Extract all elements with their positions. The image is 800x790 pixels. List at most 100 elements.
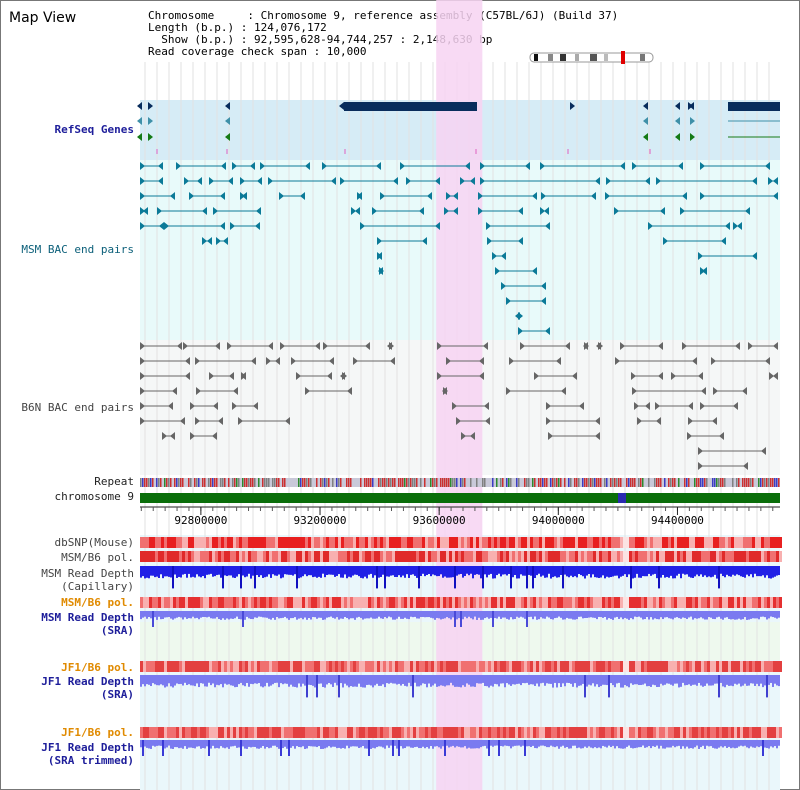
- jf1-sra-depth-bar: [692, 675, 694, 685]
- msm-b6-heat-cell: [650, 551, 653, 562]
- msm-b6-heat-cell: [773, 551, 776, 562]
- msm-b6-heat-2-cell: [356, 597, 359, 608]
- jf1-sra-depth-bar: [296, 675, 298, 688]
- dbsnp-heat-cell: [572, 537, 575, 548]
- msm-bac-end: [525, 162, 530, 170]
- jf1-sra-depth-bar: [458, 675, 460, 687]
- msm-b6-heat-2-cell: [254, 597, 257, 608]
- repeat-element: [716, 478, 718, 487]
- jf1-sra-depth-bar: [276, 675, 278, 683]
- b6n-bac-end: [520, 342, 525, 350]
- repeat-element: [156, 478, 158, 487]
- msm-sra-depth-bar: [724, 611, 726, 618]
- jf1-b6-heat-2-cell: [290, 727, 293, 738]
- msm-b6-heat-2-cell: [419, 597, 422, 608]
- b6n-bac-end: [655, 402, 660, 410]
- msm-sra-depth-bar: [626, 611, 628, 619]
- msm-capillary-depth-bar: [256, 566, 258, 576]
- msm-sra-depth-bar: [208, 611, 210, 617]
- jf1-b6-heat-2-cell: [533, 727, 536, 738]
- refseq-gene-track[interactable]: [137, 102, 780, 154]
- repeat-element: [360, 478, 362, 487]
- dbsnp-heat-cell: [482, 537, 485, 548]
- jf1-sra-depth-bar: [498, 675, 500, 687]
- jf1-b6-heat-2-cell: [284, 727, 287, 738]
- jf1-trimmed-depth-bar: [252, 740, 254, 747]
- jf1-sra-depth-bar: [612, 675, 614, 686]
- b6n-bac-end: [509, 357, 514, 365]
- msm-capillary-depth-bar: [404, 566, 406, 578]
- repeat-element: [390, 478, 392, 487]
- repeat-element: [412, 478, 414, 487]
- jf1-trimmed-depth-bar: [290, 740, 292, 748]
- jf1-sra-depth-bar: [664, 675, 666, 685]
- msm-capillary-depth-bar: [140, 566, 142, 578]
- msm-b6-heat-2-cell: [530, 597, 533, 608]
- msm-capillary-depth-bar: [470, 566, 472, 574]
- msm-b6-heat-2-cell: [683, 597, 686, 608]
- msm-sra-depth-bar: [532, 611, 534, 620]
- msm-bac-end: [372, 207, 377, 215]
- jf1-b6-heat-2-cell: [656, 727, 659, 738]
- jf1-b6-heat-cell: [485, 661, 488, 672]
- b6n-bac-label[interactable]: B6N BAC end pairs: [21, 401, 134, 414]
- msm-bac-end: [268, 177, 273, 185]
- jf1-b6-heat-2-cell: [680, 727, 683, 738]
- dbsnp-heat-cell: [317, 537, 320, 548]
- jf1-sra-depth-bar: [738, 675, 740, 684]
- jf1-trimmed-depth-bar: [520, 740, 522, 747]
- dbsnp-heat-cell: [410, 537, 413, 548]
- jf1-sra-depth-bar: [718, 675, 720, 698]
- msm-bac-label[interactable]: MSM BAC end pairs: [21, 243, 134, 256]
- repeat-element: [672, 478, 674, 487]
- msm-bac-end: [495, 267, 500, 275]
- repeat-element: [424, 478, 426, 487]
- jf1-trimmed-depth-bar: [742, 740, 744, 747]
- msm-b6-heat-cell: [308, 551, 311, 562]
- b6n-bac-track[interactable]: [140, 342, 778, 470]
- jf1-b6-heat-2-cell: [287, 727, 290, 738]
- jf1-sra-depth-bar: [620, 675, 622, 688]
- jf1-trimmed-depth-bar: [470, 740, 472, 749]
- msm-sra-depth-bar: [624, 611, 626, 618]
- msm-bac-end: [700, 162, 705, 170]
- msm-b6-heat-2-cell: [455, 597, 458, 608]
- msm-capillary-depth-bar: [430, 566, 432, 577]
- repeat-element: [776, 478, 778, 487]
- msm-capillary-depth-bar: [556, 566, 558, 578]
- msm-b6-heat-2-cell: [482, 597, 485, 608]
- jf1-b6-heat-2-cell: [185, 727, 188, 738]
- jf1-b6-heat-cell: [503, 661, 506, 672]
- jf1-trimmed-depth-bar: [770, 740, 772, 747]
- jf1-trimmed-depth-bar: [536, 740, 538, 749]
- b6n-bac-end: [632, 387, 637, 395]
- msm-sra-depth-bar: [702, 611, 704, 619]
- msm-sra-depth-bar: [692, 611, 694, 620]
- msm-b6-heat-cell: [698, 551, 701, 562]
- msm-capillary-depth-bar: [686, 566, 688, 575]
- repeat-element: [452, 478, 454, 487]
- refseq-genes-label[interactable]: RefSeq Genes: [54, 123, 134, 136]
- msm-b6-heat-2-cell: [725, 597, 728, 608]
- msm-capillary-depth-bar: [162, 566, 164, 579]
- msm-sra-depth-bar: [540, 611, 542, 618]
- msm-capillary-depth-bar: [684, 566, 686, 575]
- msm-capillary-depth-bar: [600, 566, 602, 578]
- msm-capillary-depth-bar: [368, 566, 370, 575]
- jf1-b6-heat-2-cell: [257, 727, 260, 738]
- b6n-bac-end: [218, 417, 223, 425]
- jf1-sra-depth-bar: [506, 675, 508, 684]
- msm-bac-track[interactable]: [140, 162, 778, 335]
- msm-capillary-depth-bar: [472, 566, 474, 579]
- jf1-sra-depth-bar: [162, 675, 164, 686]
- dbsnp-heat-cell: [275, 537, 278, 548]
- b6n-bac-end: [195, 417, 200, 425]
- jf1-b6-heat-cell: [353, 661, 356, 672]
- chromosome-ideogram[interactable]: [529, 51, 654, 64]
- msm-b6-heat-2-cell: [458, 597, 461, 608]
- msm-sra-depth-bar: [176, 611, 178, 618]
- msm-capillary-depth-bar: [758, 566, 760, 577]
- b6n-bac-end: [353, 357, 358, 365]
- jf1-b6-heat-2-cell: [266, 727, 269, 738]
